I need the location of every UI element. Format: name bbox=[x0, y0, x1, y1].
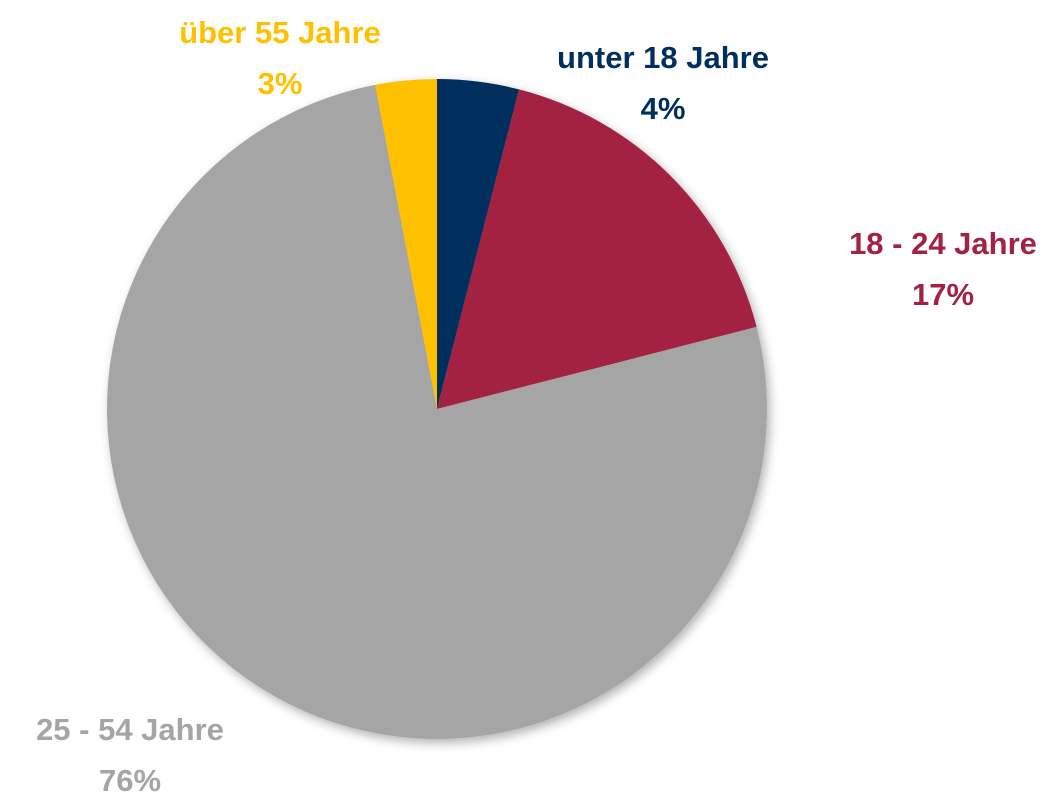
pie-slice bbox=[375, 79, 437, 409]
category-label: unter 18 Jahre bbox=[557, 40, 769, 75]
pie-slice bbox=[437, 89, 757, 409]
category-label: 25 - 54 Jahre bbox=[36, 712, 224, 747]
value-label: 76% bbox=[99, 763, 161, 798]
pie-slice bbox=[437, 79, 520, 409]
pie bbox=[106, 79, 767, 739]
category-label: über 55 Jahre bbox=[179, 15, 381, 50]
value-label: 3% bbox=[258, 66, 303, 101]
value-label: 17% bbox=[912, 277, 974, 312]
category-label: 18 - 24 Jahre bbox=[849, 226, 1037, 261]
value-label: 4% bbox=[641, 91, 686, 126]
pie-slice bbox=[106, 84, 767, 739]
